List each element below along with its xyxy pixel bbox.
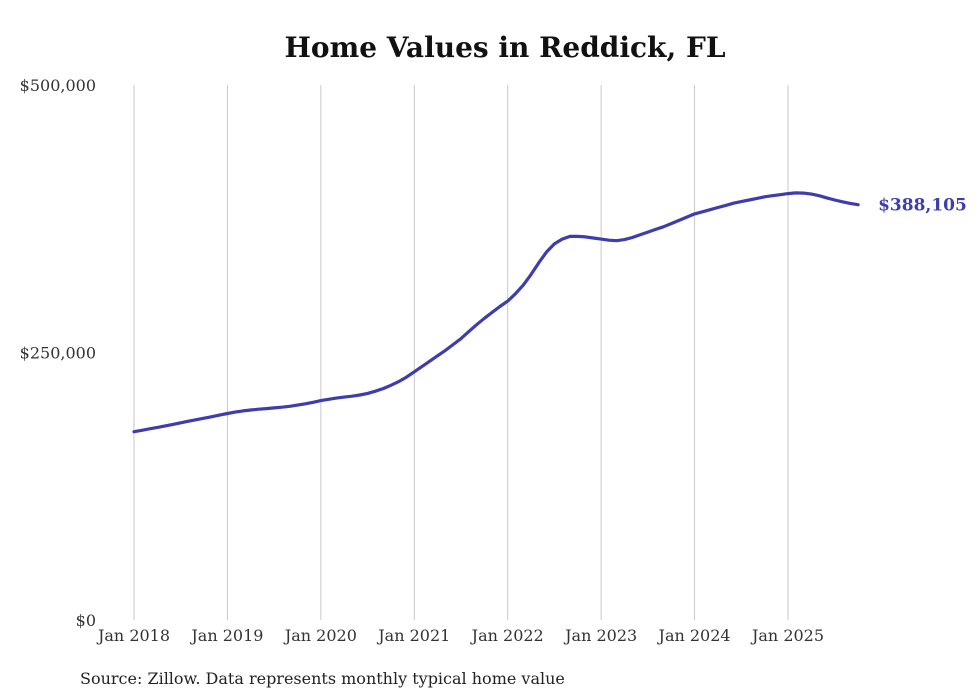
source-note: Source: Zillow. Data represents monthly … [80, 669, 565, 688]
x-tick-label: Jan 2018 [96, 626, 170, 645]
x-tick-label: Jan 2024 [657, 626, 731, 645]
x-tick-label: Jan 2022 [470, 626, 544, 645]
y-tick-label: $250,000 [20, 344, 96, 363]
y-axis-labels: $0 $250,000 $500,000 [20, 76, 96, 630]
x-tick-label: Jan 2023 [563, 626, 637, 645]
chart-title: Home Values in Reddick, FL [284, 31, 725, 64]
latest-value-label: $388,105 [878, 196, 967, 216]
x-axis-labels: Jan 2018 Jan 2019 Jan 2020 Jan 2021 Jan 2022… [96, 626, 824, 645]
x-tick-label: Jan 2025 [750, 626, 824, 645]
gridlines [133, 85, 789, 620]
x-tick-label: Jan 2021 [376, 626, 450, 645]
y-tick-label: $0 [76, 611, 96, 630]
x-tick-label: Jan 2020 [283, 626, 357, 645]
x-tick-label: Jan 2019 [189, 626, 263, 645]
y-tick-label: $500,000 [20, 76, 96, 95]
home-value-line [132, 191, 860, 434]
